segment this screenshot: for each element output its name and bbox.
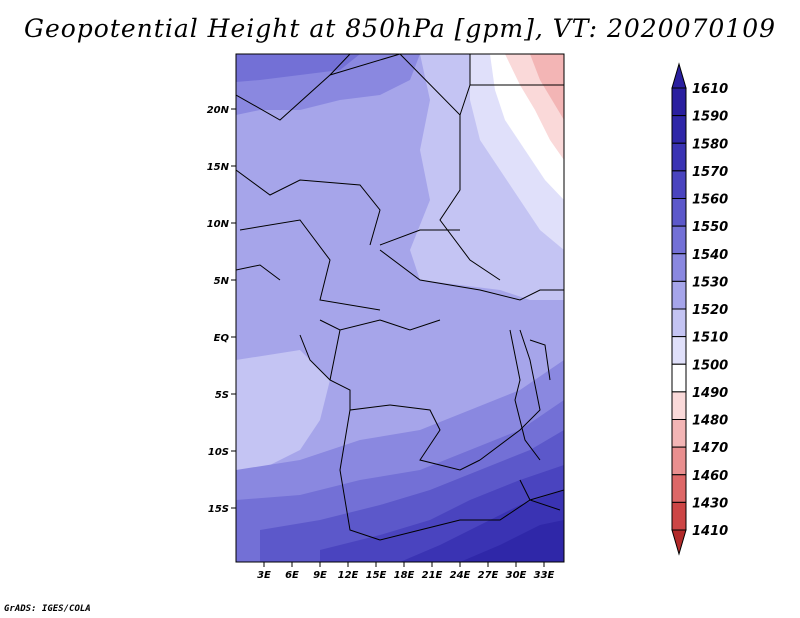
colorbar-label: 1430 [692,496,728,511]
lon-label: 15E [366,570,387,581]
colorbar-swatch [671,363,687,393]
colorbar-swatch [671,142,687,172]
lat-label: 10N [207,219,230,230]
lon-label: 9E [313,570,327,581]
colorbar-label: 1570 [692,165,728,180]
colorbar-label: 1580 [692,137,728,152]
latitude-axis: 20N 15N 10N 5N EQ 5S 10S 15S [207,105,236,515]
map-frame [235,53,565,563]
lon-label: 12E [338,570,359,581]
map-title: Geopotential Height at 850hPa [gpm], VT:… [23,14,777,43]
colorbar-label: 1480 [692,414,728,429]
colorbar-label: 1520 [692,303,728,318]
software-credit: GrADS: IGES/COLA [4,604,91,614]
lat-label: 15S [208,504,229,515]
colorbar-swatch [671,336,687,365]
lat-label: 5N [214,276,230,287]
colorbar-swatch [671,280,687,310]
lon-label: 3E [257,570,271,581]
lon-label: 30E [506,570,527,581]
colorbar-swatch [671,115,687,144]
colorbar-swatch [671,198,687,227]
colorbar-label: 1530 [692,275,728,290]
lon-label: 6E [285,570,299,581]
colorbar-swatch [671,391,687,420]
lon-label: 21E [422,570,443,581]
lat-label: 5S [215,390,229,401]
colorbar-top-arrow [671,62,687,89]
lon-label: 18E [394,570,415,581]
lat-label: 15N [207,162,230,173]
colorbar-swatch [671,253,687,282]
colorbar-label: 1510 [692,331,728,346]
longitude-axis: 3E 6E 9E 12E 15E 18E 21E 24E 27E 30E 33E [257,562,555,581]
colorbar-swatch [671,225,687,255]
lon-label: 27E [478,570,499,581]
lon-label: 33E [534,570,555,581]
colorbar-swatch [671,170,687,199]
lat-label: EQ [214,333,230,344]
colorbar-label: 1550 [692,220,728,235]
colorbar-swatch [671,419,687,448]
lat-label: 20N [207,105,230,116]
colorbar-swatch [671,501,687,531]
colorbar-label: 1410 [692,524,728,539]
colorbar-swatch [671,308,687,338]
lat-label: 10S [208,447,229,458]
colorbar-label: 1500 [692,358,728,373]
colorbar-label: 1470 [692,441,728,456]
colorbar-label: 1460 [692,469,728,484]
height-field [236,54,564,562]
colorbar-swatch [671,474,687,503]
colorbar-label: 1540 [692,248,728,263]
colorbar-swatch [671,87,687,117]
colorbar-swatch [671,446,687,476]
colorbar-label: 1590 [692,110,728,125]
colorbar-label: 1560 [692,193,728,208]
colorbar: 1610 1590 1580 1570 1560 1550 1540 1530 1520 1510… [671,62,728,556]
colorbar-label: 1610 [692,82,728,97]
colorbar-bottom-arrow [671,529,687,556]
lon-label: 24E [450,570,471,581]
colorbar-label: 1490 [692,386,728,401]
